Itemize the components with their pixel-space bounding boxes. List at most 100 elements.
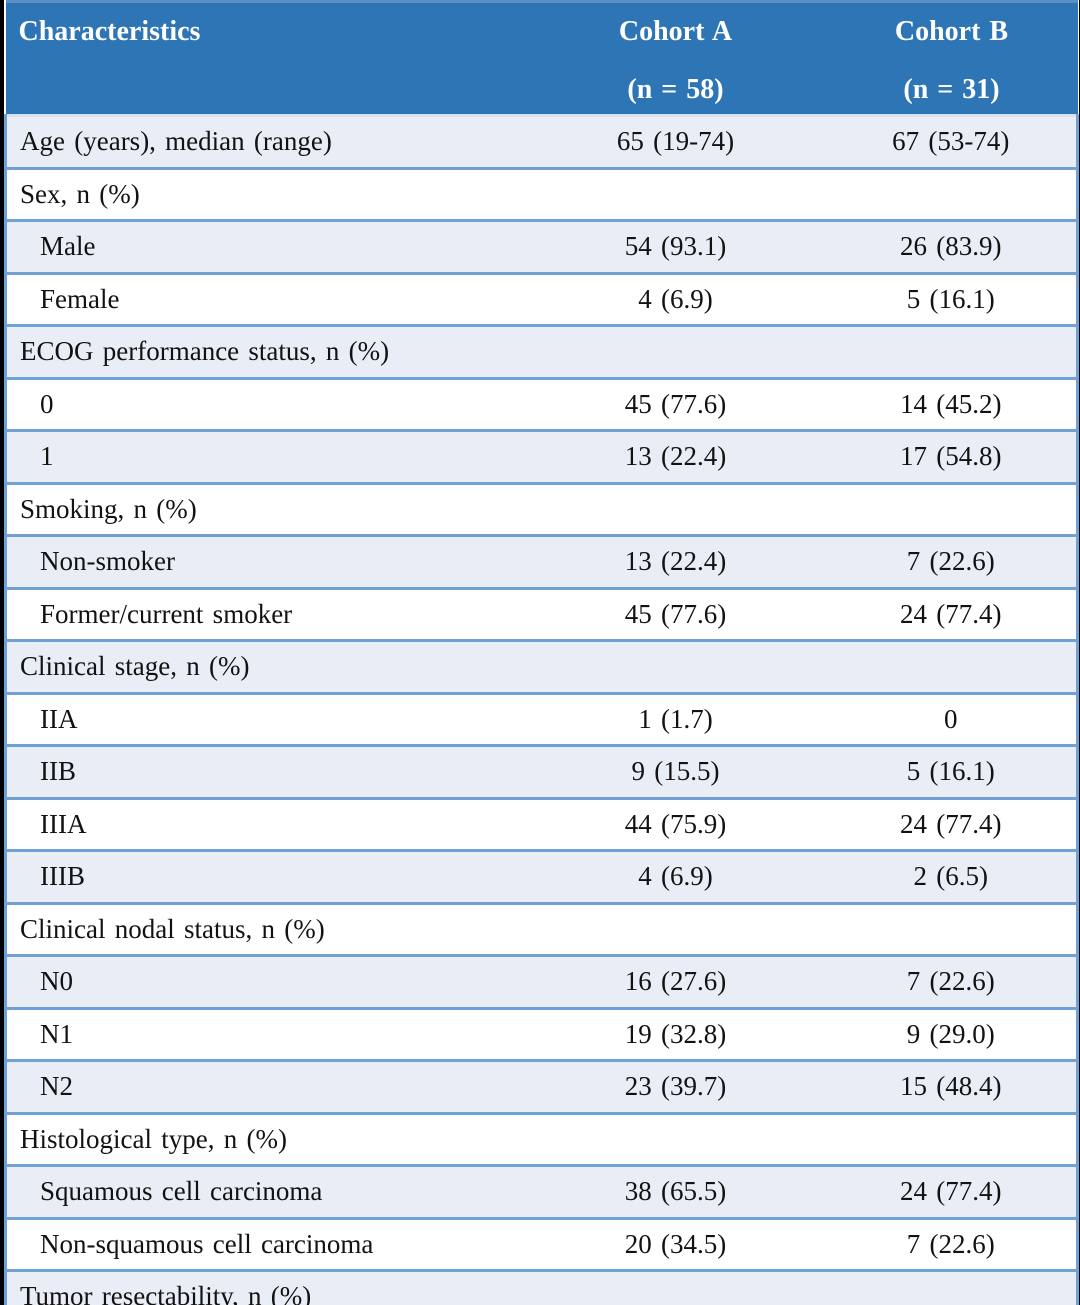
cohort-a-value: 65 (19-74) <box>525 114 826 168</box>
cohort-a-value: 45 (77.6) <box>525 586 826 641</box>
row-label: Squamous cell carcinoma <box>4 1164 526 1218</box>
table-row: Former/current smoker 45 (77.6) 24 (77.4) <box>4 586 1079 641</box>
row-label: Sex, n (%) <box>4 166 526 221</box>
cohort-b-value: 7 (22.6) <box>825 534 1079 588</box>
cohort-a-n: (n = 58) <box>627 74 724 105</box>
row-label: 0 <box>4 376 526 431</box>
table-row: Female 4 (6.9) 5 (16.1) <box>4 271 1079 326</box>
table-row: Male 54 (93.1) 26 (83.9) <box>4 219 1079 273</box>
header-characteristics: Characteristics <box>5 0 526 116</box>
cohort-b-value <box>825 639 1079 693</box>
row-label: Clinical nodal status, n (%) <box>4 901 526 956</box>
cohort-a-value: 4 (6.9) <box>525 849 826 903</box>
cohort-b-value: 2 (6.5) <box>825 849 1079 903</box>
cohort-a-value <box>525 639 826 693</box>
cohort-a-value: 16 (27.6) <box>525 954 826 1008</box>
cohort-a-value: 38 (65.5) <box>525 1164 826 1218</box>
cohort-b-value: 7 (22.6) <box>825 1216 1079 1271</box>
cohort-a-value: 13 (22.4) <box>525 534 826 588</box>
cohort-a-value: 20 (34.5) <box>525 1216 826 1271</box>
cohort-b-value <box>825 901 1079 956</box>
cohort-b-value: 15 (48.4) <box>825 1059 1079 1113</box>
cohort-a-value <box>525 166 826 221</box>
table-row: 1 13 (22.4) 17 (54.8) <box>4 429 1079 483</box>
table-row: Sex, n (%) <box>4 166 1079 221</box>
row-label: Non-squamous cell carcinoma <box>4 1216 526 1271</box>
cohort-a-value <box>525 901 826 956</box>
table-row: Squamous cell carcinoma 38 (65.5) 24 (77.4… <box>4 1164 1079 1218</box>
cohort-b-value: 17 (54.8) <box>825 429 1079 483</box>
table-row: ECOG performance status, n (%) <box>4 324 1079 378</box>
row-label: 1 <box>4 429 526 483</box>
table-row: Smoking, n (%) <box>4 481 1079 536</box>
cohort-a-value: 4 (6.9) <box>525 271 826 326</box>
row-label: IIA <box>4 691 526 746</box>
table-body: Age (years), median (range) 65 (19-74) 67 … <box>4 114 1079 1305</box>
cohort-b-value: 24 (77.4) <box>825 796 1079 851</box>
table-row: Tumor resectability, n (%) <box>4 1269 1079 1305</box>
row-label: Tumor resectability, n (%) <box>4 1269 526 1305</box>
table-row: N1 19 (32.8) 9 (29.0) <box>4 1006 1079 1061</box>
cohort-b-value <box>825 324 1079 378</box>
table-row: IIIA 44 (75.9) 24 (77.4) <box>4 796 1079 851</box>
cohort-b-value: 24 (77.4) <box>825 586 1079 641</box>
table-row: N0 16 (27.6) 7 (22.6) <box>4 954 1079 1008</box>
cohort-a-value: 54 (93.1) <box>525 219 826 273</box>
cohort-b-value <box>825 1269 1079 1305</box>
table-row: Clinical stage, n (%) <box>4 639 1079 693</box>
cohort-a-value <box>525 1111 826 1166</box>
cohort-b-value: 0 <box>825 691 1079 746</box>
cohort-b-value: 9 (29.0) <box>825 1006 1079 1061</box>
row-label: Male <box>4 219 526 273</box>
table-row: Non-squamous cell carcinoma 20 (34.5) 7 (2… <box>4 1216 1079 1271</box>
cohort-a-value: 1 (1.7) <box>525 691 826 746</box>
row-label: Non-smoker <box>4 534 526 588</box>
cohort-b-n: (n = 31) <box>903 74 1000 105</box>
row-label: ECOG performance status, n (%) <box>4 324 526 378</box>
cohort-b-value <box>825 481 1079 536</box>
table-row: Clinical nodal status, n (%) <box>4 901 1079 956</box>
row-label: N0 <box>4 954 526 1008</box>
cohort-b-label: Cohort B <box>894 16 1009 47</box>
row-label: N1 <box>4 1006 526 1061</box>
cohort-a-value: 19 (32.8) <box>525 1006 826 1061</box>
row-label: IIIB <box>4 849 526 903</box>
cohort-a-value <box>525 324 826 378</box>
table-row: Histological type, n (%) <box>4 1111 1079 1166</box>
cohort-a-value: 13 (22.4) <box>525 429 826 483</box>
cohort-b-value: 14 (45.2) <box>825 376 1079 431</box>
header-cohort-a: Cohort A (n = 58) <box>525 0 826 116</box>
cohort-a-label: Cohort A <box>618 16 733 47</box>
cohort-b-value: 67 (53-74) <box>825 114 1079 168</box>
cohort-b-value: 5 (16.1) <box>825 271 1079 326</box>
row-label: IIIA <box>4 796 526 851</box>
header-row: Characteristics Cohort A (n = 58) Cohort… <box>5 0 1078 116</box>
cohort-b-value: 7 (22.6) <box>825 954 1079 1008</box>
cohort-a-value: 45 (77.6) <box>525 376 826 431</box>
cohort-b-value: 24 (77.4) <box>825 1164 1079 1218</box>
row-label: Histological type, n (%) <box>4 1111 526 1166</box>
cohort-b-value: 26 (83.9) <box>825 219 1079 273</box>
cohort-a-value: 44 (75.9) <box>525 796 826 851</box>
table-row: Non-smoker 13 (22.4) 7 (22.6) <box>4 534 1079 588</box>
cohort-b-value <box>825 166 1079 221</box>
cohort-a-value <box>525 481 826 536</box>
row-label: Former/current smoker <box>4 586 526 641</box>
cohort-b-value <box>825 1111 1079 1166</box>
cohort-a-value <box>525 1269 826 1305</box>
table-row: IIB 9 (15.5) 5 (16.1) <box>4 744 1079 798</box>
row-label: Clinical stage, n (%) <box>4 639 526 693</box>
table-row: Age (years), median (range) 65 (19-74) 67 … <box>4 114 1079 168</box>
row-label: Female <box>4 271 526 326</box>
row-label: N2 <box>4 1059 526 1113</box>
patient-characteristics-table: Characteristics Cohort A (n = 58) Cohort… <box>4 0 1079 1305</box>
row-label: Smoking, n (%) <box>4 481 526 536</box>
table-header: Characteristics Cohort A (n = 58) Cohort… <box>5 0 1078 116</box>
table-row: N2 23 (39.7) 15 (48.4) <box>4 1059 1079 1113</box>
header-cohort-b: Cohort B (n = 31) <box>825 0 1078 116</box>
cohort-a-value: 23 (39.7) <box>525 1059 826 1113</box>
cohort-a-value: 9 (15.5) <box>525 744 826 798</box>
row-label: IIB <box>4 744 526 798</box>
table-row: IIA 1 (1.7) 0 <box>4 691 1079 746</box>
